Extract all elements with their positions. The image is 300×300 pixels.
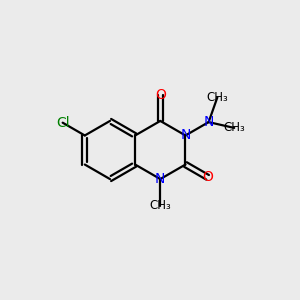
Text: CH₃: CH₃ [206, 91, 228, 104]
Text: CH₃: CH₃ [223, 122, 245, 134]
Text: Cl: Cl [56, 116, 70, 130]
Text: N: N [203, 115, 214, 129]
Text: N: N [155, 172, 166, 186]
Text: CH₃: CH₃ [149, 199, 171, 212]
Text: O: O [155, 88, 166, 102]
Text: N: N [180, 128, 191, 142]
Text: O: O [202, 170, 213, 184]
